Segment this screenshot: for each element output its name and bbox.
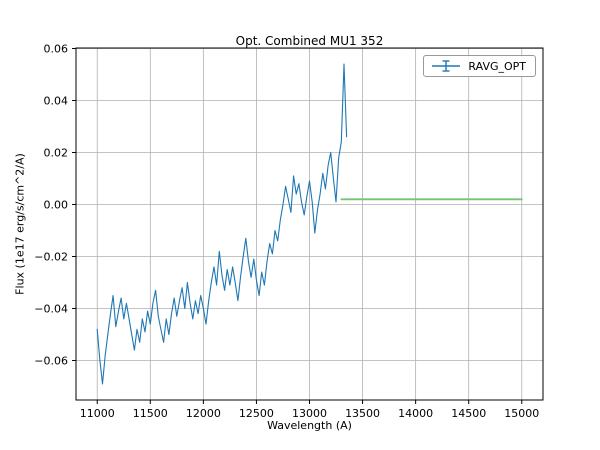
x-axis-label: Wavelength (A) bbox=[267, 419, 352, 432]
x-tick-label: 11500 bbox=[133, 407, 168, 420]
x-tick-label: 14500 bbox=[451, 407, 486, 420]
x-tick-label: 13500 bbox=[345, 407, 380, 420]
x-tick-label: 12000 bbox=[186, 407, 221, 420]
y-tick-label: 0.06 bbox=[44, 43, 69, 56]
y-tick-label: 0.00 bbox=[44, 199, 69, 212]
y-tick-label: −0.04 bbox=[34, 302, 68, 315]
x-tick-label: 14000 bbox=[398, 407, 433, 420]
y-tick-label: −0.02 bbox=[34, 250, 68, 263]
legend: RAVG_OPT bbox=[423, 55, 536, 77]
chart-title: Opt. Combined MU1 352 bbox=[235, 34, 384, 48]
series-line-RAVG_OPT bbox=[96, 63, 348, 385]
x-tick-label: 13000 bbox=[292, 407, 327, 420]
legend-label: RAVG_OPT bbox=[468, 59, 526, 73]
y-axis-label: Flux (1e17 erg/s/cm^2/A) bbox=[13, 153, 27, 295]
y-tick-label: 0.04 bbox=[44, 95, 69, 108]
x-tick-label: 11000 bbox=[80, 407, 115, 420]
y-tick-label: 0.02 bbox=[44, 147, 69, 160]
x-tick-label: 15000 bbox=[504, 407, 539, 420]
y-tick-label: −0.06 bbox=[34, 354, 68, 367]
x-tick-label: 12500 bbox=[239, 407, 274, 420]
legend-errorbar-icon bbox=[431, 59, 461, 73]
